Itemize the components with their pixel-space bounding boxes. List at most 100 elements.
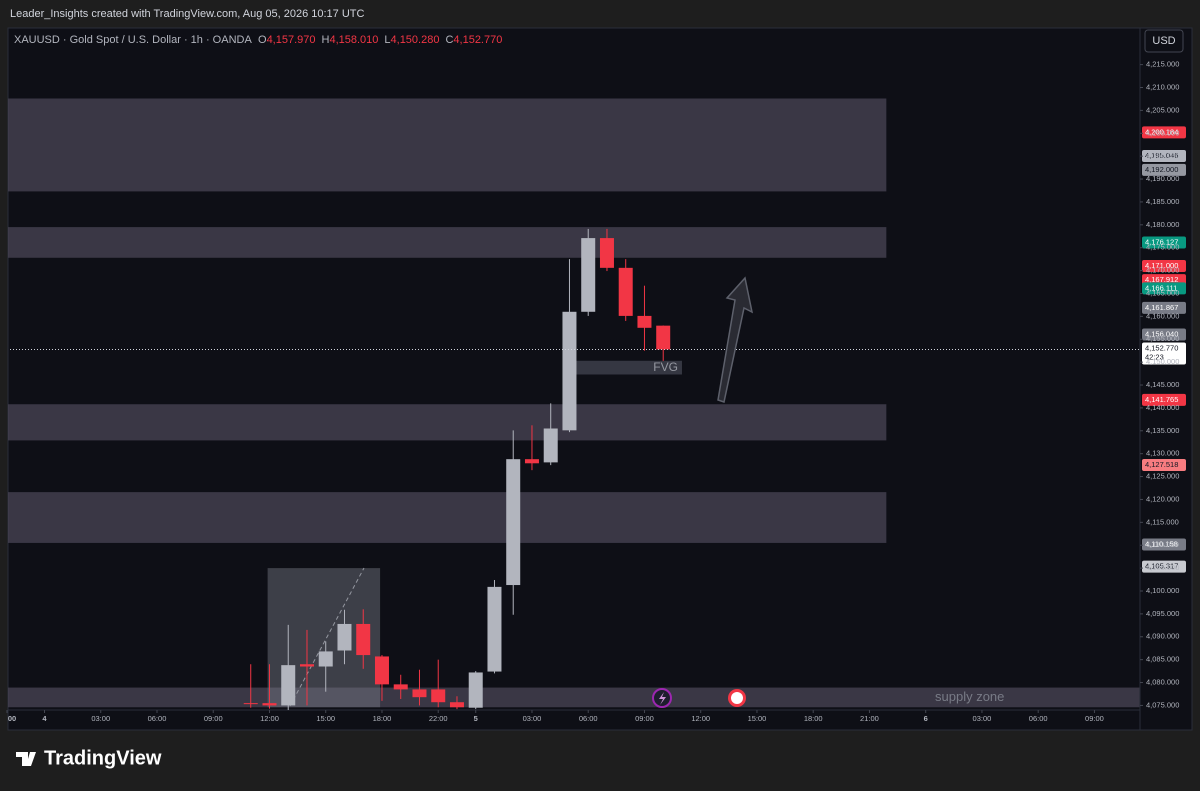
y-tick-label: 4,095.000 xyxy=(1146,609,1179,618)
ohlc-key: H xyxy=(322,34,330,46)
y-tick-label: 4,125.000 xyxy=(1146,472,1179,481)
x-tick-label: 6 xyxy=(924,714,928,723)
x-tick-label: 06:00 xyxy=(148,714,167,723)
last-price-badge xyxy=(1142,342,1186,365)
x-tick-label: 22:00 xyxy=(429,714,448,723)
dashed-projection xyxy=(289,567,365,707)
y-tick-label: 4,175.000 xyxy=(1146,243,1179,252)
x-tick-label: 12:00 xyxy=(260,714,279,723)
brand-logo xyxy=(16,752,36,766)
symbol: XAUUSD · Gold Spot / U.S. Dollar · 1h · … xyxy=(14,34,252,46)
x-tick-label: 15:00 xyxy=(316,714,335,723)
price-badge-label: 4,110.158 xyxy=(1145,539,1178,548)
price-badge-label: 4,171.000 xyxy=(1145,261,1178,270)
price-badge xyxy=(1142,393,1186,406)
candle-body xyxy=(487,586,502,672)
y-tick-label: 4,085.000 xyxy=(1146,655,1179,664)
y-tick-label: 4,150.000 xyxy=(1146,357,1179,366)
price-badge-label: 4,167.912 xyxy=(1145,275,1178,284)
price-badge xyxy=(1142,260,1186,273)
x-tick-label: 03:00 xyxy=(973,714,992,723)
y-tick-label: 4,115.000 xyxy=(1146,517,1179,526)
y-tick-label: 4,200.000 xyxy=(1146,128,1179,137)
candle-body xyxy=(337,623,352,651)
y-tick-label: 4,205.000 xyxy=(1146,105,1179,114)
candle-body xyxy=(243,703,258,705)
y-tick-label: 4,210.000 xyxy=(1146,82,1179,91)
price-badge xyxy=(1142,149,1186,162)
zone xyxy=(8,227,887,258)
candle-body xyxy=(262,703,277,706)
price-badge-label: 4,166.111 xyxy=(1145,283,1177,292)
y-tick-label: 4,075.000 xyxy=(1146,700,1179,709)
candle-body xyxy=(581,238,596,312)
y-tick-label: 4,140.000 xyxy=(1146,403,1179,412)
x-tick-label: 5 xyxy=(474,714,478,723)
price-badge-label: 4,105.317 xyxy=(1145,562,1178,571)
arrow-drawing xyxy=(717,276,754,403)
candle-body xyxy=(374,656,389,685)
x-tick-label: 03:00 xyxy=(523,714,542,723)
y-tick-label: 4,145.000 xyxy=(1146,380,1179,389)
brand: TradingView xyxy=(44,747,162,769)
y-tick-label: 4,185.000 xyxy=(1146,197,1179,206)
y-tick-label: 4,090.000 xyxy=(1146,632,1179,641)
ohlc-value: 4,157.970 xyxy=(267,34,316,46)
x-tick-label: 15:00 xyxy=(748,714,767,723)
candle-body xyxy=(412,689,427,698)
y-tick-label: 4,155.000 xyxy=(1146,334,1179,343)
x-tick-label: 06:00 xyxy=(1029,714,1048,723)
candle-body xyxy=(449,702,464,708)
y-tick-label: 4,165.000 xyxy=(1146,288,1179,297)
currency: USD xyxy=(1152,35,1175,47)
price-badge xyxy=(1142,282,1186,295)
zone xyxy=(8,98,887,192)
x-tick-label: 09:00 xyxy=(1085,714,1104,723)
event-flag xyxy=(731,692,743,704)
candle-body xyxy=(599,238,614,268)
candle-body xyxy=(393,684,408,690)
zone xyxy=(8,492,887,543)
ohlc-value: 4,152.770 xyxy=(453,34,502,46)
x-tick-label: 18:00 xyxy=(373,714,392,723)
last-price-label: 4,152.770 xyxy=(1145,343,1178,352)
price-badge-label: 4,127.518 xyxy=(1145,460,1178,469)
y-tick-label: 4,130.000 xyxy=(1146,449,1179,458)
candle-body xyxy=(506,459,521,586)
y-tick-label: 4,160.000 xyxy=(1146,311,1179,320)
price-badge-label: 4,161.867 xyxy=(1145,303,1178,312)
ohlc-key: O xyxy=(258,34,267,46)
caption: Leader_Insights created with TradingView… xyxy=(10,8,365,20)
currency-button[interactable] xyxy=(1144,29,1184,53)
candle-body xyxy=(618,267,633,316)
candle-body xyxy=(637,315,652,328)
ohlc-key: C xyxy=(445,34,453,46)
price-badge-label: 4,176.127 xyxy=(1145,238,1178,247)
x-tick-label: 4 xyxy=(42,714,47,723)
price-badge xyxy=(1142,163,1186,176)
price-badge xyxy=(1142,328,1186,341)
y-tick-label: 4,195.000 xyxy=(1146,151,1179,160)
price-badge xyxy=(1142,538,1186,551)
y-tick-label: 4,180.000 xyxy=(1146,220,1179,229)
x-tick-label: 03:00 xyxy=(91,714,110,723)
price-badge-label: 4,192.000 xyxy=(1145,165,1178,174)
candle-body xyxy=(543,428,558,463)
candle-body xyxy=(299,664,314,667)
x-tick-label: 09:00 xyxy=(635,714,654,723)
y-tick-label: 4,100.000 xyxy=(1146,586,1179,595)
y-tick-label: 4,215.000 xyxy=(1146,60,1179,69)
zone xyxy=(8,404,887,441)
ohlc-value: 4,150.280 xyxy=(391,34,440,46)
x-tick-label: 12:00 xyxy=(691,714,710,723)
price-badge xyxy=(1142,236,1186,249)
price-badge xyxy=(1142,126,1186,139)
y-tick-label: 4,135.000 xyxy=(1146,426,1179,435)
price-badge-label: 4,200.184 xyxy=(1145,127,1178,136)
candle-body xyxy=(281,665,296,706)
candle-body xyxy=(562,311,577,431)
supply-zone-label: supply zone xyxy=(935,689,1004,704)
price-badge-label: 4,156.040 xyxy=(1145,329,1178,338)
